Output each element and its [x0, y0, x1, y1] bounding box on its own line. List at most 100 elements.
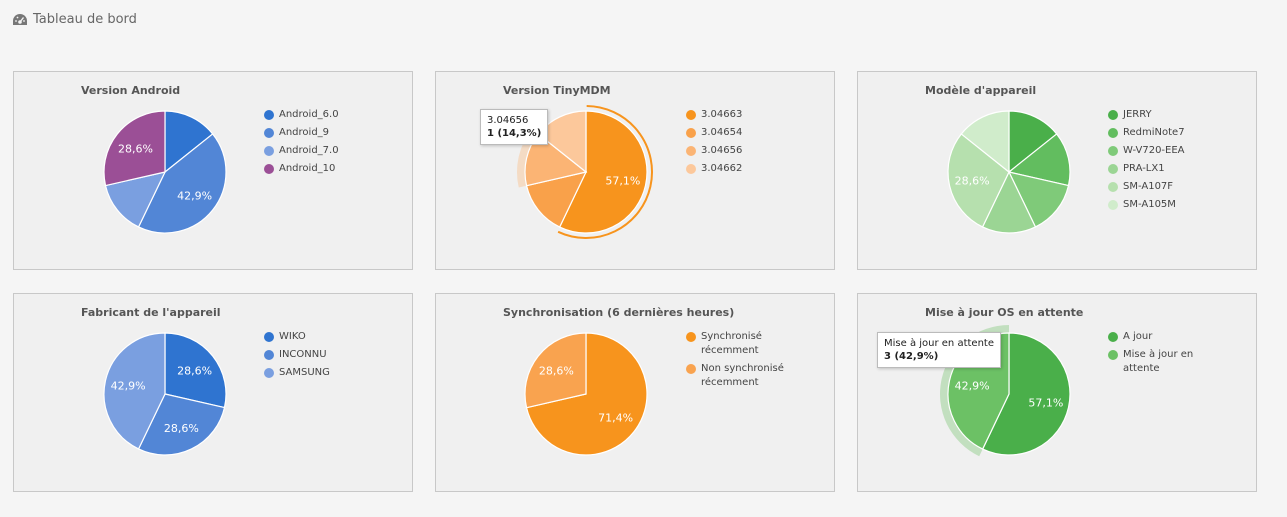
legend-label: Android_6.0: [279, 109, 339, 120]
legend-swatch: [1108, 350, 1118, 360]
legend-item[interactable]: Android_10: [264, 162, 339, 176]
chart-panel-sync: Synchronisation (6 dernières heures) 71,…: [435, 293, 835, 492]
pie-slice[interactable]: [103, 332, 166, 450]
chart-legend: JERRY RedmiNote7 W-V720-EEA PRA-LX1 SM-A107F…: [1108, 108, 1185, 216]
legend-label: WIKO: [279, 331, 306, 342]
legend-item[interactable]: Android_7.0: [264, 144, 339, 158]
pie-chart-sync[interactable]: 71,4% 28,6%: [436, 294, 836, 493]
legend-item[interactable]: A jour: [1108, 330, 1209, 344]
pie-data-label: 28,6%: [177, 364, 212, 377]
pie-slice[interactable]: [1008, 110, 1058, 174]
pie-slice[interactable]: [1007, 133, 1071, 187]
pie-slice[interactable]: [947, 133, 1010, 228]
legend-item[interactable]: Synchronisé récemment: [686, 330, 787, 358]
pie-slice[interactable]: [1007, 171, 1070, 228]
legend-swatch: [264, 110, 274, 120]
legend-label: 3.04654: [701, 127, 743, 138]
legend-item[interactable]: Android_9: [264, 126, 339, 140]
pie-slice-selection-ring: [557, 105, 653, 239]
legend-label: PRA-LX1: [1123, 163, 1165, 174]
chart-title: Mise à jour OS en attente: [925, 306, 1084, 319]
legend-label: Android_7.0: [279, 145, 339, 156]
legend-swatch: [264, 164, 274, 174]
legend-label: 3.04656: [701, 145, 743, 156]
legend-label: Android_10: [279, 163, 336, 174]
pie-data-label: 57,1%: [1028, 396, 1063, 409]
pie-chart-tinymdm-version[interactable]: 57,1%: [436, 72, 836, 271]
legend-swatch: [686, 146, 696, 156]
pie-slice[interactable]: [164, 332, 227, 409]
pie-slice[interactable]: [164, 110, 214, 174]
chart-tooltip: 3.04656 1 (14,3%): [480, 109, 549, 145]
tooltip-value: 1 (14,3%): [487, 128, 542, 139]
legend-item[interactable]: Non synchronisé récemment: [686, 362, 787, 390]
legend-swatch: [264, 146, 274, 156]
chart-panel-os-update: Mise à jour OS en attente 57,1% 42,9% A j…: [857, 293, 1257, 492]
pie-slice[interactable]: [104, 171, 167, 228]
pie-slice[interactable]: [103, 110, 166, 187]
page-title: Tableau de bord: [33, 12, 137, 27]
pie-slice[interactable]: [137, 393, 226, 456]
legend-item[interactable]: SM-A105M: [1108, 198, 1185, 212]
page-header: Tableau de bord: [12, 12, 137, 27]
legend-swatch: [686, 128, 696, 138]
dashboard-icon: [12, 13, 28, 27]
legend-label: 3.04662: [701, 163, 743, 174]
legend-label: SM-A105M: [1123, 199, 1176, 210]
legend-swatch: [1108, 164, 1118, 174]
pie-slice[interactable]: [524, 332, 587, 409]
legend-label: JERRY: [1123, 109, 1152, 120]
legend-item[interactable]: SAMSUNG: [264, 366, 330, 380]
legend-item[interactable]: 3.04654: [686, 126, 742, 140]
pie-data-label: 28,6%: [955, 174, 990, 187]
legend-swatch: [264, 128, 274, 138]
legend-item[interactable]: INCONNU: [264, 348, 330, 362]
legend-swatch: [264, 332, 274, 342]
legend-swatch: [686, 164, 696, 174]
legend-swatch: [1108, 128, 1118, 138]
pie-data-label: 28,6%: [539, 364, 574, 377]
legend-swatch: [1108, 146, 1118, 156]
tooltip-value: 3 (42,9%): [884, 351, 939, 362]
legend-item[interactable]: Mise à jour en attente: [1108, 348, 1209, 376]
pie-slice[interactable]: [960, 110, 1010, 174]
pie-slice[interactable]: [525, 171, 588, 228]
legend-item[interactable]: W-V720-EEA: [1108, 144, 1185, 158]
chart-title: Version Android: [81, 84, 181, 97]
pie-slice[interactable]: [525, 332, 648, 456]
pie-chart-device-model[interactable]: 28,6%: [858, 72, 1258, 271]
chart-title: Version TinyMDM: [503, 84, 611, 97]
pie-slice[interactable]: [137, 133, 227, 234]
legend-swatch: [1108, 200, 1118, 210]
pie-data-label: 71,4%: [598, 412, 633, 425]
legend-item[interactable]: RedmiNote7: [1108, 126, 1185, 140]
legend-item[interactable]: Android_6.0: [264, 108, 339, 122]
legend-item[interactable]: WIKO: [264, 330, 330, 344]
chart-legend: A jour Mise à jour en attente: [1108, 330, 1209, 380]
pie-slice[interactable]: [558, 110, 648, 234]
legend-item[interactable]: SM-A107F: [1108, 180, 1185, 194]
pie-slice[interactable]: [981, 332, 1071, 456]
chart-panel-android-version: Version Android 42,9% 28,6% Android_6.0 An…: [13, 71, 413, 270]
legend-label: Android_9: [279, 127, 330, 138]
chart-title: Synchronisation (6 dernières heures): [503, 306, 735, 319]
legend-label: 3.04663: [701, 109, 743, 120]
legend-item[interactable]: 3.04663: [686, 108, 742, 122]
legend-label: W-V720-EEA: [1123, 145, 1185, 156]
legend-swatch: [1108, 182, 1118, 192]
pie-data-label: 42,9%: [111, 380, 146, 393]
legend-label: A jour: [1123, 331, 1153, 342]
pie-slice[interactable]: [981, 170, 1037, 234]
chart-title: Modèle d'appareil: [925, 84, 1037, 97]
chart-legend: WIKO INCONNU SAMSUNG: [264, 330, 330, 384]
legend-item[interactable]: 3.04662: [686, 162, 742, 176]
legend-label: Mise à jour en attente: [1123, 349, 1194, 374]
pie-chart-manufacturer[interactable]: 28,6% 28,6% 42,9%: [14, 294, 414, 493]
legend-swatch: [1108, 332, 1118, 342]
legend-item[interactable]: 3.04656: [686, 144, 742, 158]
legend-item[interactable]: PRA-LX1: [1108, 162, 1185, 176]
legend-item[interactable]: JERRY: [1108, 108, 1185, 122]
pie-data-label: 57,1%: [605, 174, 640, 187]
pie-chart-os-update[interactable]: 57,1% 42,9%: [858, 294, 1258, 493]
pie-chart-android-version[interactable]: 42,9% 28,6%: [14, 72, 414, 271]
